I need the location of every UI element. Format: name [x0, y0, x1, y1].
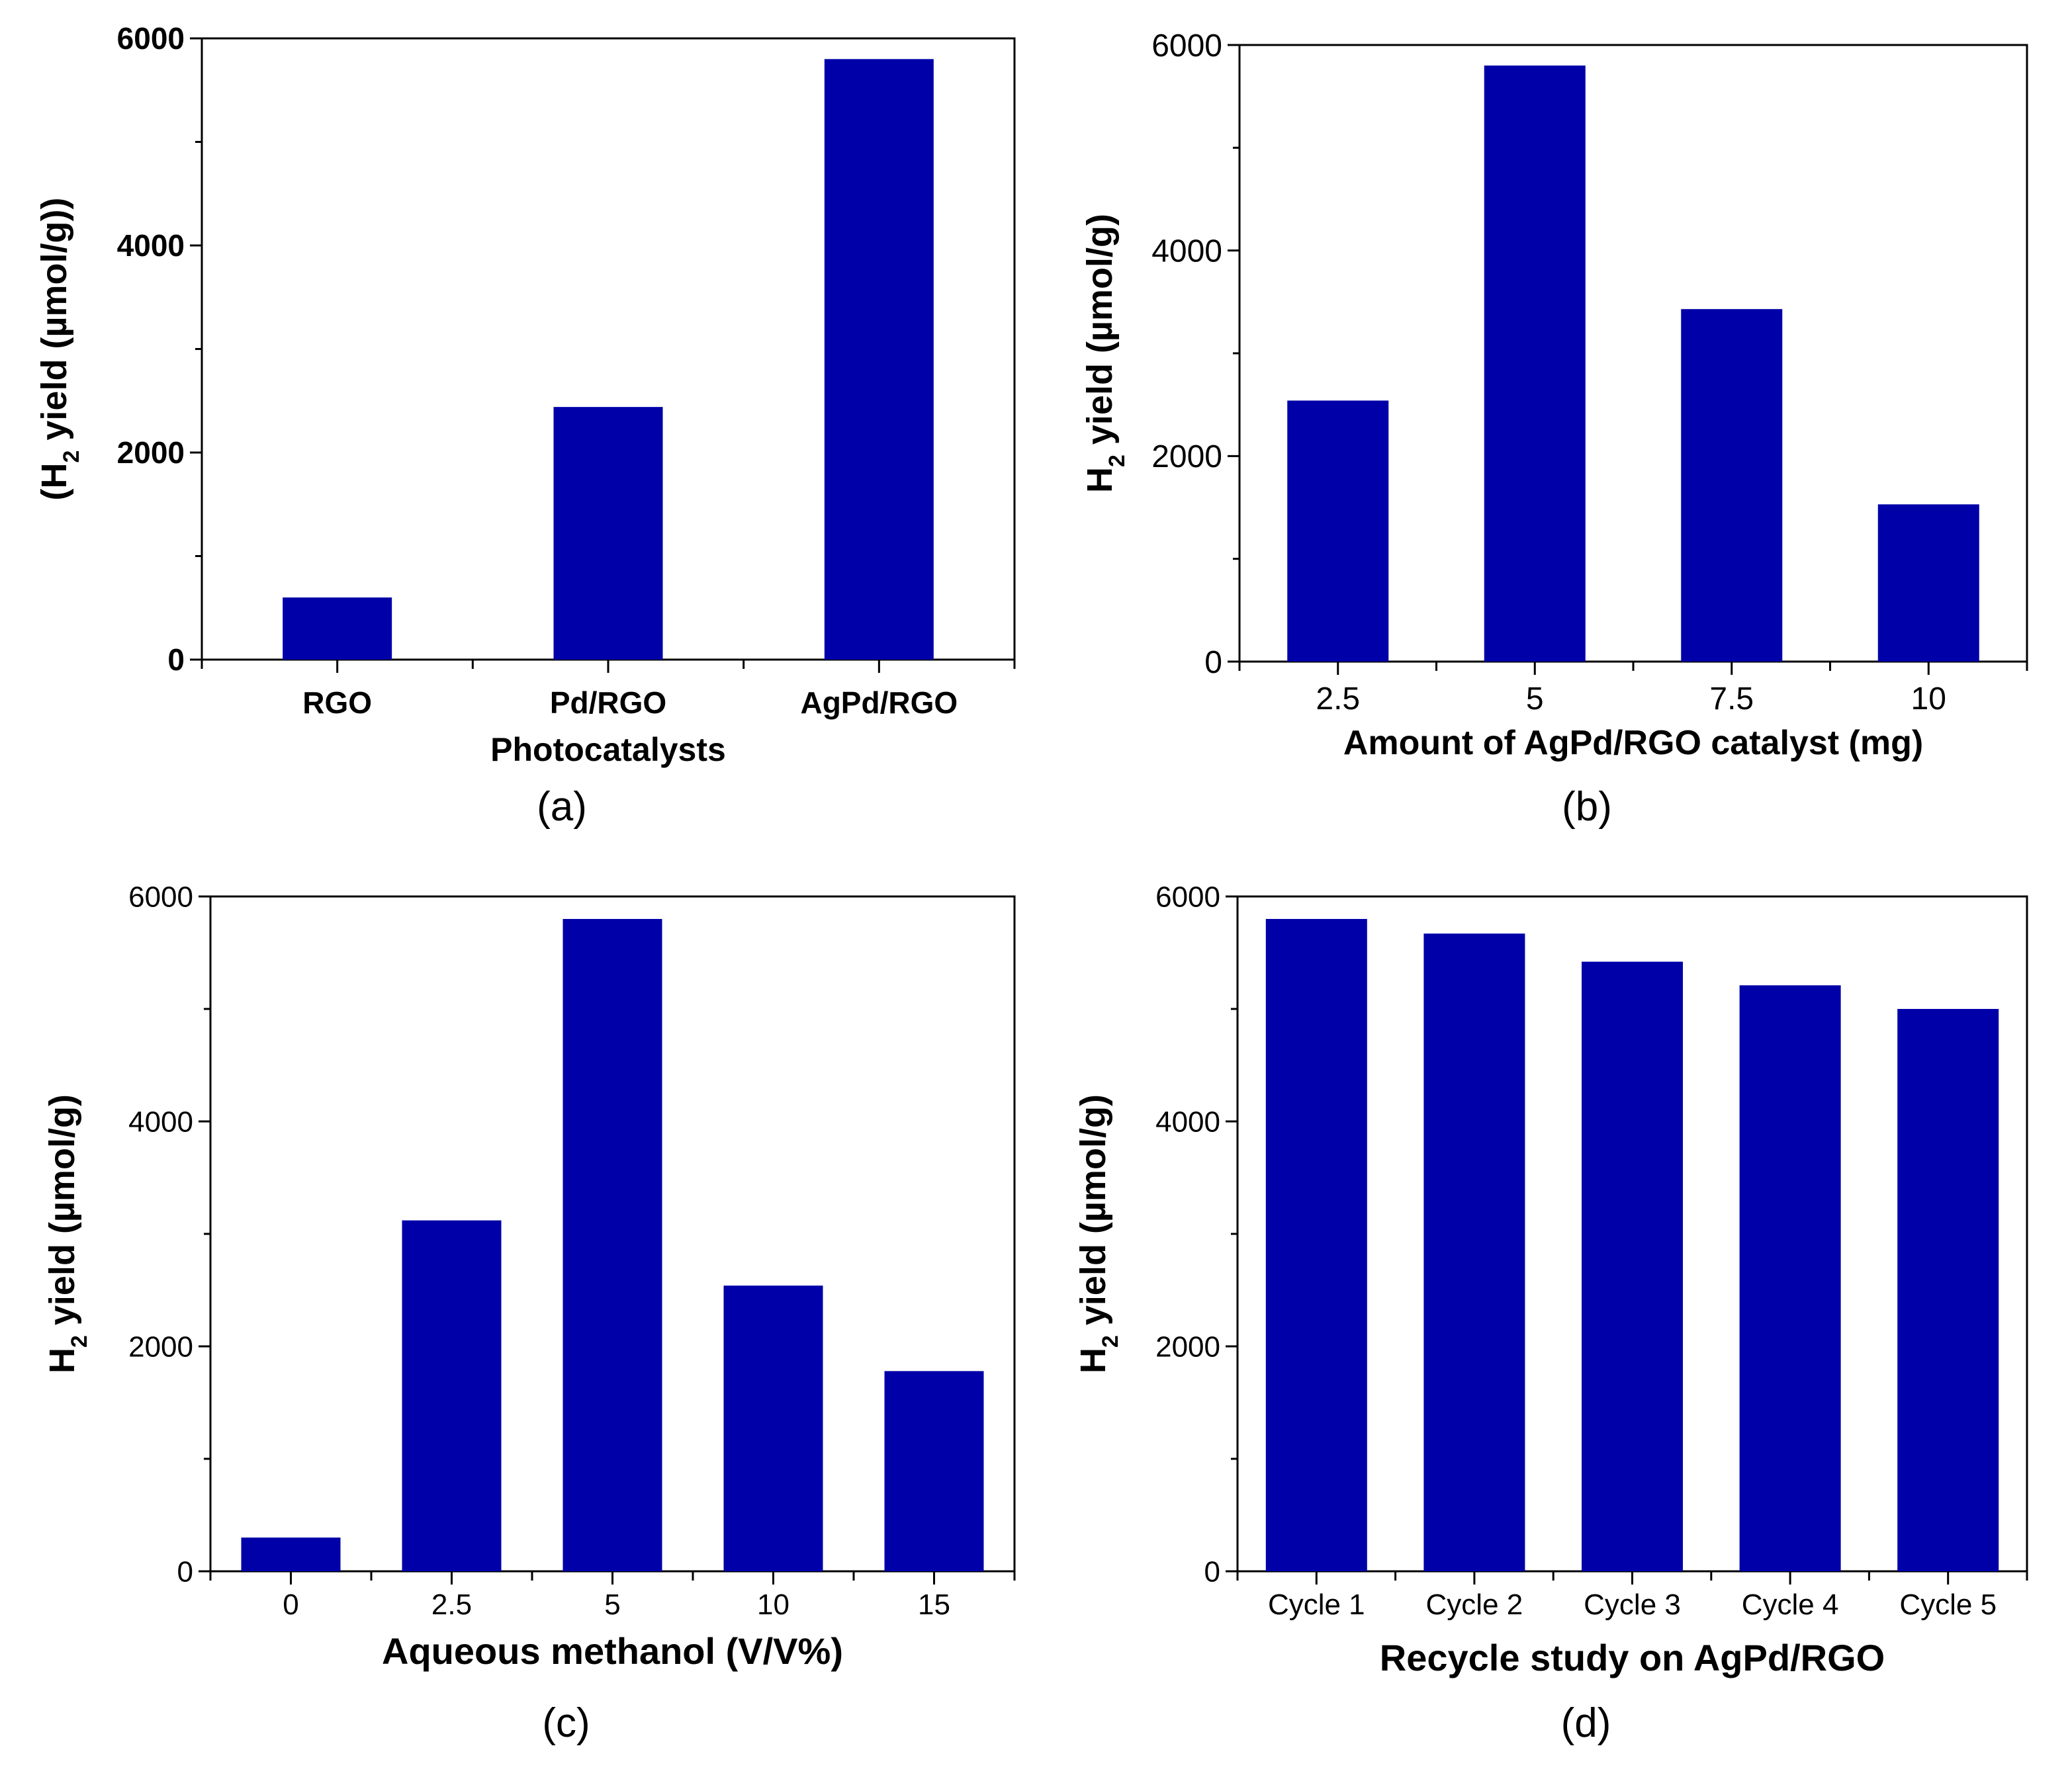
y-tick-label-c-3: 6000 — [128, 881, 193, 913]
y-tick-label-b-0: 0 — [1204, 645, 1222, 680]
y-tick-label-b-1: 2000 — [1151, 439, 1222, 474]
bar-a-3 — [824, 59, 934, 660]
x-tick-label-b-4: 10 — [1911, 681, 1946, 717]
chart-panel-a: 0 2000 4000 6000 RGO Pd/RGO AgPd/RGO Photocatal… — [34, 21, 1016, 830]
y-tick-label-d-0: 0 — [1204, 1555, 1220, 1588]
bar-d-1 — [1265, 919, 1367, 1571]
x-tick-label-b-2: 5 — [1526, 681, 1544, 717]
panel-label-d: (d) — [1561, 1700, 1611, 1746]
x-axis-title-a: Photocatalysts — [490, 731, 726, 768]
x-tick-label-c-5: 15 — [918, 1588, 950, 1621]
x-tick-label-a-3: AgPd/RGO — [800, 685, 958, 720]
bar-c-3 — [563, 919, 662, 1571]
x-tick-label-d-2: Cycle 2 — [1426, 1588, 1523, 1621]
panel-label-b: (b) — [1562, 784, 1612, 830]
bar-b-1 — [1287, 400, 1389, 662]
x-tick-label-c-4: 10 — [757, 1588, 789, 1621]
y-axis-title-a: (H2 yield (µmol/g)) — [34, 197, 84, 500]
y-tick-label-b-2: 4000 — [1151, 234, 1222, 269]
chart-panel-b: 0 2000 4000 6000 2.5 5 7.5 10 Amount of AgPd/RGO… — [1080, 28, 2028, 830]
bar-d-2 — [1423, 934, 1525, 1571]
y-tick-label-a-3: 6000 — [117, 21, 185, 56]
bar-c-1 — [241, 1538, 341, 1571]
y-tick-label-c-0: 0 — [177, 1555, 193, 1588]
bar-d-3 — [1582, 961, 1683, 1571]
x-tick-label-b-3: 7.5 — [1709, 681, 1754, 717]
bar-d-5 — [1897, 1009, 1999, 1571]
x-axis-title-d: Recycle study on AgPd/RGO — [1380, 1637, 1885, 1678]
bar-d-4 — [1739, 985, 1841, 1571]
y-axis-title-c: H2 yield (µmol/g) — [42, 1094, 92, 1373]
panel-label-a: (a) — [537, 784, 587, 830]
y-tick-label-a-1: 2000 — [117, 435, 185, 470]
y-tick-label-c-1: 2000 — [128, 1330, 193, 1363]
chart-panel-c: 0 2000 4000 6000 0 2.5 5 10 15 Aqueous methanol (… — [42, 881, 1016, 1746]
y-tick-label-d-1: 2000 — [1155, 1330, 1220, 1363]
y-tick-label-c-2: 4000 — [128, 1106, 193, 1138]
x-tick-label-a-2: Pd/RGO — [550, 685, 666, 720]
chart-panel-d: 0 2000 4000 6000 Cycle 1 Cycle 2 Cycle 3 Cycle … — [1073, 881, 2028, 1746]
x-tick-label-c-2: 2.5 — [431, 1588, 472, 1621]
x-tick-label-d-5: Cycle 5 — [1899, 1588, 1997, 1621]
bar-b-4 — [1877, 504, 1979, 662]
bar-b-3 — [1681, 309, 1783, 662]
bar-a-2 — [553, 407, 663, 660]
x-axis-title-c: Aqueous methanol (V/V%) — [382, 1630, 843, 1672]
x-tick-label-d-4: Cycle 4 — [1742, 1588, 1839, 1621]
y-tick-label-a-0: 0 — [167, 642, 185, 677]
bar-c-2 — [402, 1220, 502, 1571]
x-tick-label-a-1: RGO — [302, 685, 372, 720]
x-tick-label-c-1: 0 — [283, 1588, 298, 1621]
y-axis-title-b: H2 yield (µmol/g) — [1080, 214, 1130, 493]
x-tick-label-c-3: 5 — [604, 1588, 620, 1621]
y-tick-label-b-3: 6000 — [1151, 28, 1222, 64]
x-tick-label-d-3: Cycle 3 — [1584, 1588, 1681, 1621]
y-tick-label-d-2: 4000 — [1155, 1106, 1220, 1138]
bar-a-1 — [283, 597, 392, 660]
x-tick-label-b-1: 2.5 — [1316, 681, 1360, 717]
panel-label-c: (c) — [542, 1700, 590, 1746]
bar-b-2 — [1484, 65, 1586, 662]
x-axis-title-b: Amount of AgPd/RGO catalyst (mg) — [1343, 724, 1923, 762]
x-tick-label-d-1: Cycle 1 — [1268, 1588, 1365, 1621]
y-tick-label-d-3: 6000 — [1155, 881, 1220, 913]
y-tick-label-a-2: 4000 — [117, 228, 185, 263]
bar-c-5 — [884, 1371, 984, 1571]
y-axis-title-d: H2 yield (µmol/g) — [1073, 1094, 1123, 1373]
bar-c-4 — [723, 1285, 823, 1571]
